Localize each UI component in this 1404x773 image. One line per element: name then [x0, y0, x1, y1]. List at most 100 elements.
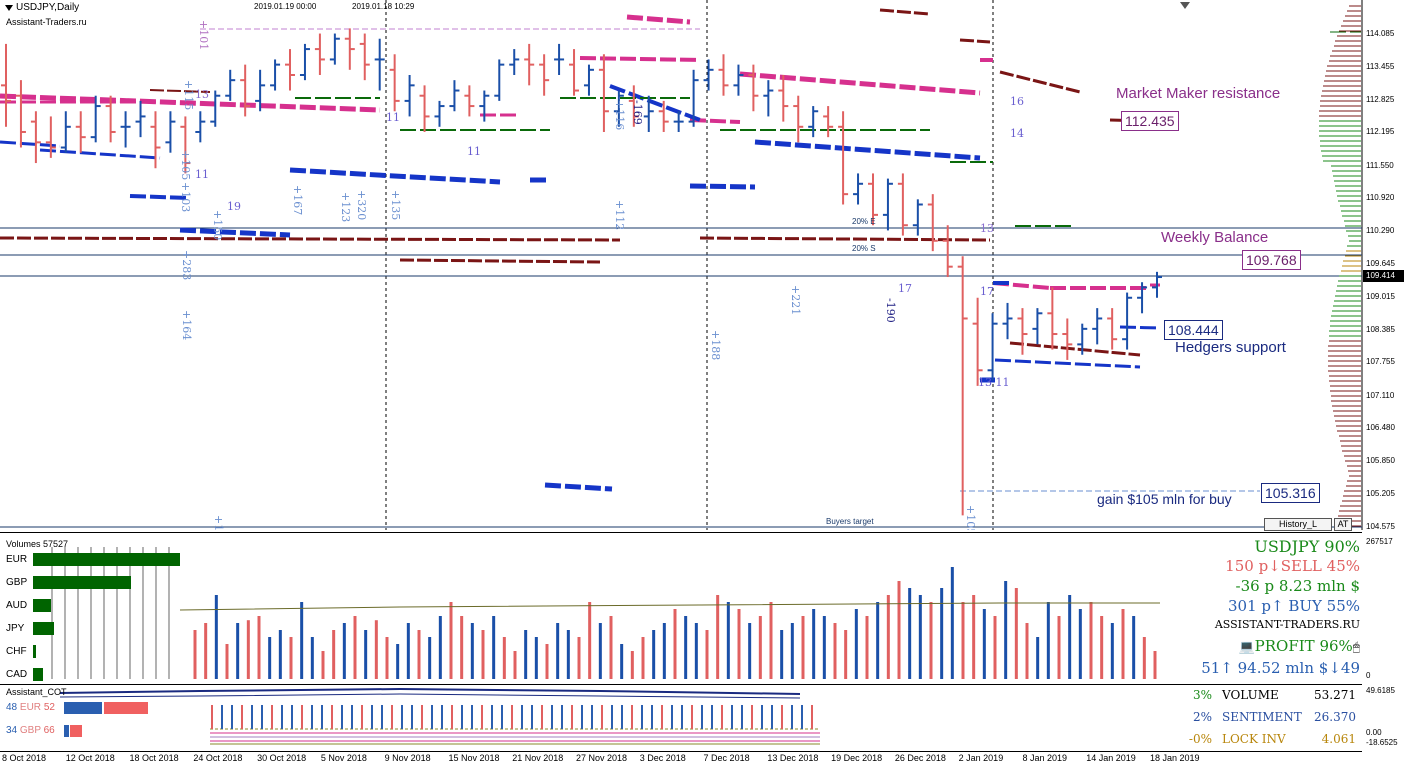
candle — [299, 43, 310, 81]
cot-gbp-name: GBP — [19, 725, 41, 736]
candle — [30, 111, 41, 164]
cot-eur-left: 48 — [6, 702, 18, 713]
candle — [628, 85, 639, 127]
annotation-label: 13 — [980, 222, 994, 235]
pct-s-label: 20% S — [852, 244, 876, 253]
chart-title-icon — [5, 5, 13, 11]
cot-stat-value: 53.271 — [1314, 688, 1356, 702]
currency-label: GBP — [6, 577, 28, 588]
date-label: 8 Jan 2019 — [1022, 753, 1067, 763]
annotation-label: 17 — [898, 282, 912, 295]
volumes-axis-zero: 0 — [1366, 671, 1371, 680]
candle — [255, 69, 266, 112]
candle — [314, 33, 325, 75]
annotation-label: +116 — [613, 100, 626, 130]
level-segment — [39, 148, 161, 160]
candle — [658, 100, 669, 132]
level-segment — [626, 14, 691, 25]
cot-stat-label: VOLUME — [1222, 688, 1279, 702]
annotation-label: +105 — [179, 150, 192, 180]
candle — [763, 80, 774, 117]
candle — [225, 69, 236, 101]
candle — [464, 85, 475, 117]
annotation-label: 11 — [386, 111, 400, 124]
stat-profit: 💻PROFIT 96%🖱 — [1200, 637, 1360, 655]
pct-e-label: 20% E — [852, 217, 876, 226]
candle — [1077, 323, 1088, 355]
cot-chart — [59, 687, 820, 745]
market-maker-label: Market Maker resistance — [1116, 85, 1281, 102]
gain-label: gain $105 mln for buy — [1097, 491, 1232, 507]
candle — [404, 74, 415, 117]
annotation-label: -190 — [884, 298, 897, 323]
cot-axis-bottom: -18.6525 — [1366, 738, 1398, 747]
level-segment — [999, 70, 1081, 94]
candle — [1062, 318, 1073, 360]
annotation-label: 11 — [195, 168, 209, 181]
chart-title: USDJPY,Daily — [16, 2, 80, 13]
history-button[interactable]: History_L — [1264, 518, 1332, 531]
level-segment — [0, 236, 621, 242]
candle — [60, 111, 71, 153]
hedgers-price: 108.444 — [1164, 320, 1223, 340]
date-label: 7 Dec 2018 — [703, 753, 750, 763]
volume-grid — [51, 547, 170, 679]
weekly-balance-label: Weekly Balance — [1161, 229, 1269, 246]
cot-eur-right: 52 — [43, 702, 55, 713]
candle — [434, 100, 445, 127]
volumes-chart — [51, 547, 1160, 679]
annotation-label: 19 — [227, 200, 241, 213]
candle — [1017, 308, 1028, 355]
candle — [509, 49, 520, 75]
candle — [867, 173, 878, 226]
price-axis-label: 113.455 — [1366, 61, 1395, 71]
level-segment — [149, 89, 211, 93]
candle — [75, 111, 86, 153]
annotation-label: 13 — [195, 88, 209, 101]
date-label: 12 Oct 2018 — [65, 753, 115, 763]
currency-strength-bar — [33, 645, 36, 658]
candle — [165, 111, 176, 153]
candle — [135, 100, 146, 138]
price-axis-label: 108.385 — [1366, 324, 1395, 334]
price-chart[interactable]: +101+115 13+105+1031119+150+283+164+18+16… — [0, 0, 1404, 530]
level-segment — [129, 194, 191, 200]
date-label: 13 Dec 2018 — [767, 753, 819, 763]
cot-line-2 — [59, 693, 801, 699]
cot-gbp-left: 34 — [6, 725, 18, 736]
candle — [972, 297, 983, 386]
cot-line — [59, 687, 801, 695]
cot-panel-top — [0, 684, 1362, 685]
annotation-label: +101 — [197, 20, 210, 50]
candle — [703, 59, 714, 91]
candle — [853, 173, 864, 205]
currency-strength-bar — [33, 576, 131, 589]
currency-strength-bar — [33, 599, 51, 612]
cot-bars — [211, 705, 813, 729]
candle — [1032, 308, 1043, 345]
at-button[interactable]: AT — [1334, 518, 1352, 531]
candle — [449, 80, 460, 112]
candle — [90, 95, 101, 143]
level-segment — [994, 358, 1141, 369]
price-axis-label: 107.755 — [1366, 357, 1395, 367]
price-axis-label: 105.850 — [1366, 455, 1395, 465]
cot-gbp-bar-sell — [70, 725, 82, 737]
annotation-label: 11 — [467, 145, 481, 158]
current-price-value: 109.414 — [1366, 271, 1395, 280]
level-segment — [754, 139, 981, 161]
annotation-label: 14 — [1010, 127, 1024, 140]
date-axis-top — [0, 751, 1362, 752]
candle — [808, 106, 819, 138]
currency-label: CHF — [6, 646, 27, 657]
candle — [897, 173, 908, 236]
gain-price: 105.316 — [1261, 483, 1320, 503]
date-label: 8 Oct 2018 — [2, 753, 47, 763]
annotation-label: +135 — [389, 190, 402, 220]
price-axis-label: 110.920 — [1366, 193, 1395, 203]
currency-strength-bar — [33, 668, 43, 681]
scroll-marker-icon[interactable] — [1180, 2, 1190, 9]
cot-gbp-bar-buy — [64, 725, 69, 737]
date-label: 18 Jan 2019 — [1150, 753, 1200, 763]
candle — [643, 95, 654, 132]
